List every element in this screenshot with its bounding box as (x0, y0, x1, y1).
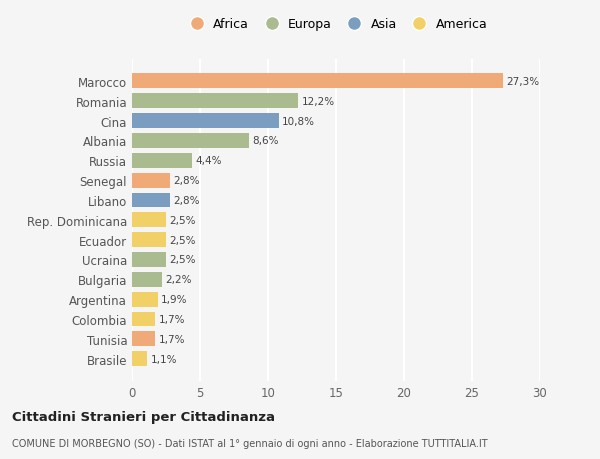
Bar (132, 94, 298, 109)
Bar (132, 193, 170, 208)
Text: 1,9%: 1,9% (161, 295, 188, 304)
Bar (132, 233, 166, 247)
Text: COMUNE DI MORBEGNO (SO) - Dati ISTAT al 1° gennaio di ogni anno - Elaborazione T: COMUNE DI MORBEGNO (SO) - Dati ISTAT al … (12, 438, 488, 448)
Text: 2,8%: 2,8% (173, 176, 200, 186)
Text: 2,5%: 2,5% (169, 255, 196, 265)
Bar (132, 292, 158, 307)
Legend: Africa, Europa, Asia, America: Africa, Europa, Asia, America (181, 15, 491, 35)
Text: 2,8%: 2,8% (173, 196, 200, 206)
Bar (132, 272, 162, 287)
Text: 2,5%: 2,5% (169, 215, 196, 225)
Text: 1,7%: 1,7% (158, 334, 185, 344)
Text: 1,7%: 1,7% (158, 314, 185, 325)
Text: 8,6%: 8,6% (253, 136, 279, 146)
Bar (132, 352, 147, 366)
Text: 2,2%: 2,2% (166, 275, 192, 285)
Bar (132, 153, 192, 168)
Text: 2,5%: 2,5% (169, 235, 196, 245)
Bar (132, 134, 249, 149)
Bar (132, 213, 166, 228)
Text: 1,1%: 1,1% (151, 354, 177, 364)
Text: 12,2%: 12,2% (301, 96, 334, 106)
Bar (132, 312, 155, 327)
Bar (132, 74, 503, 89)
Bar (132, 114, 279, 129)
Text: 10,8%: 10,8% (282, 116, 315, 126)
Text: Cittadini Stranieri per Cittadinanza: Cittadini Stranieri per Cittadinanza (12, 410, 275, 423)
Bar (132, 174, 170, 188)
Bar (132, 332, 155, 347)
Text: 27,3%: 27,3% (506, 77, 540, 87)
Text: 4,4%: 4,4% (195, 156, 222, 166)
Bar (132, 252, 166, 267)
